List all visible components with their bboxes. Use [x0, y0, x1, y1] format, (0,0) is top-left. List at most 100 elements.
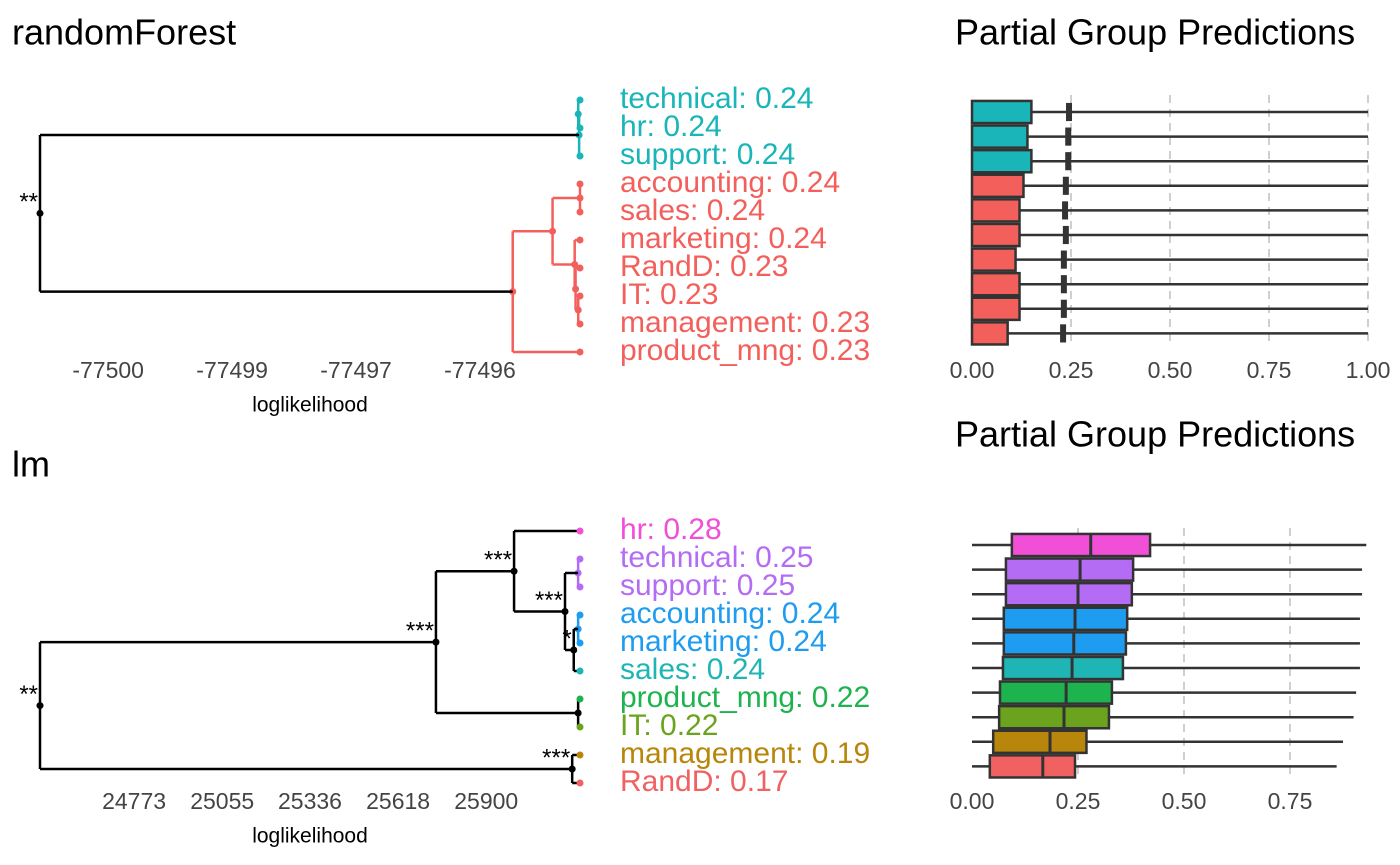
mean-marker	[1060, 275, 1067, 294]
leaf-point	[576, 264, 584, 272]
x-tick-label: -77497	[320, 357, 392, 383]
x-tick-label: 25336	[278, 788, 342, 814]
leaf-label: technical: 0.25	[620, 541, 813, 574]
leaf-label: RandD: 0.17	[620, 765, 788, 798]
x-tick-label: 25900	[454, 788, 518, 814]
leaf-label: management: 0.19	[620, 737, 870, 770]
x-tick-label: 0.50	[1162, 788, 1207, 814]
leaf-label: hr: 0.28	[620, 513, 722, 546]
box	[1004, 581, 1134, 607]
mean-marker	[1066, 102, 1073, 122]
leaf-label: sales: 0.24	[620, 653, 765, 686]
x-axis-label: loglikelihood	[252, 825, 368, 848]
box	[997, 704, 1111, 730]
leaf-label: marketing: 0.24	[620, 222, 827, 255]
leaf-point	[576, 152, 584, 160]
significance: **	[19, 189, 38, 216]
x-tick-label: 24773	[102, 788, 166, 814]
leaf-point	[576, 723, 584, 731]
leaf-point	[576, 320, 584, 328]
mean-marker	[1065, 152, 1072, 171]
x-tick-label: -77499	[196, 357, 268, 383]
mean-marker	[1060, 324, 1067, 343]
chart-title: lm	[12, 444, 50, 485]
box	[998, 680, 1114, 705]
leaf-point	[576, 236, 584, 244]
leaf-point	[576, 292, 584, 300]
node-point	[36, 209, 44, 217]
x-tick-label: 0.00	[950, 788, 995, 814]
x-axis-label: loglikelihood	[252, 394, 368, 417]
box	[1002, 631, 1128, 656]
box	[970, 173, 1025, 199]
x-tick-label: 1.00	[1346, 357, 1391, 383]
x-tick-label: -77500	[72, 357, 144, 383]
x-tick-label: 0.50	[1148, 357, 1193, 383]
mean-marker	[1062, 176, 1069, 195]
leaf-point	[576, 695, 584, 703]
leaf-label: support: 0.25	[620, 569, 795, 602]
box	[970, 271, 1021, 297]
box	[970, 99, 1033, 125]
box	[1002, 606, 1129, 632]
chart-title: randomForest	[12, 12, 236, 53]
leaf-label: accounting: 0.24	[620, 166, 840, 199]
box	[970, 321, 1009, 346]
x-tick-label: 0.75	[1268, 788, 1313, 814]
mean-marker	[1060, 250, 1067, 269]
box	[970, 124, 1029, 149]
chart-title: Partial Group Predictions	[955, 414, 1355, 455]
x-tick-label: 0.25	[1056, 788, 1101, 814]
leaf-point	[576, 667, 584, 675]
box	[970, 222, 1021, 248]
leaf-label: support: 0.24	[620, 138, 795, 171]
mean-marker	[1065, 127, 1072, 146]
significance: ***	[535, 587, 563, 614]
leaf-label: marketing: 0.24	[620, 625, 827, 658]
x-tick-label: 0.00	[950, 357, 995, 383]
box	[1004, 557, 1135, 582]
mean-marker	[1062, 225, 1069, 245]
x-tick-label: 0.75	[1247, 357, 1292, 383]
leaf-point	[576, 555, 584, 563]
leaf-point	[576, 348, 584, 356]
leaf-point	[576, 208, 584, 216]
box	[1010, 532, 1152, 558]
x-tick-label: 25618	[366, 788, 430, 814]
leaf-point	[576, 611, 584, 619]
leaf-label: sales: 0.24	[620, 194, 765, 227]
box	[1001, 655, 1125, 681]
mean-marker	[1060, 299, 1067, 318]
leaf-point	[576, 527, 584, 535]
box	[970, 198, 1021, 223]
x-tick-label: 25055	[190, 788, 254, 814]
leaf-label: technical: 0.24	[620, 82, 813, 115]
leaf-point	[576, 583, 584, 591]
mean-marker	[1062, 201, 1069, 220]
box	[991, 729, 1088, 755]
box	[988, 754, 1077, 779]
leaf-point	[576, 124, 584, 132]
leaf-point	[576, 779, 584, 787]
leaf-label: accounting: 0.24	[620, 597, 840, 630]
box	[970, 296, 1021, 322]
significance: *	[562, 625, 571, 652]
significance: ***	[542, 744, 570, 771]
leaf-label: IT: 0.22	[620, 709, 718, 742]
node-point	[36, 702, 44, 710]
leaf-label: product_mng: 0.23	[620, 334, 870, 367]
leaf-label: product_mng: 0.22	[620, 681, 870, 714]
chart-title: Partial Group Predictions	[955, 12, 1355, 53]
leaf-label: IT: 0.23	[620, 278, 718, 311]
box	[970, 247, 1017, 272]
leaf-label: hr: 0.24	[620, 110, 722, 143]
leaf-point	[576, 639, 584, 647]
leaf-label: RandD: 0.23	[620, 250, 788, 283]
significance: ***	[406, 617, 434, 644]
leaf-label: management: 0.23	[620, 306, 870, 339]
leaf-point	[576, 751, 584, 759]
box	[970, 148, 1033, 174]
x-tick-label: 0.25	[1049, 357, 1094, 383]
